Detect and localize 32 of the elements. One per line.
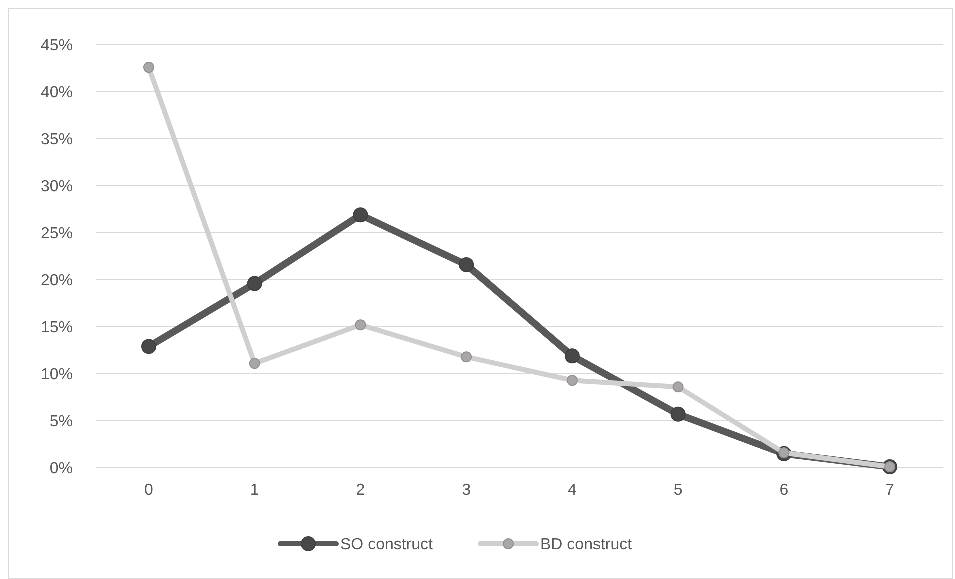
y-tick-label: 20% (40, 272, 73, 290)
y-tick-label: 30% (40, 178, 73, 196)
point (566, 375, 578, 386)
point (144, 62, 154, 74)
point (672, 382, 684, 393)
y-tick-label: 0% (50, 460, 73, 478)
y-tick-label: 5% (50, 414, 73, 431)
x-tick-label: 6 (780, 482, 789, 499)
y-tick-label: 35% (40, 132, 73, 149)
y-tick-label: 15% (40, 320, 73, 337)
x-tick-label: 0 (144, 482, 154, 499)
legend-label: BD construct (540, 536, 633, 554)
x-tick-label: 2 (356, 482, 366, 499)
x-tick-label: 3 (462, 482, 472, 499)
x-tick-label: 1 (250, 482, 260, 499)
point (670, 406, 686, 422)
y-tick-label: 40% (40, 84, 73, 102)
y-tick-label: 45% (40, 38, 73, 55)
point (355, 320, 366, 331)
point (142, 339, 156, 354)
legend-label: SO construct (340, 536, 434, 554)
point (459, 257, 474, 272)
point (353, 208, 368, 223)
x-tick-label: 4 (568, 482, 577, 499)
x-tick-label: 7 (886, 482, 895, 499)
point (249, 358, 260, 370)
y-tick-label: 10% (40, 366, 73, 384)
x-tick-label: 5 (674, 482, 683, 499)
point (247, 276, 262, 292)
point (461, 352, 472, 363)
point (564, 348, 580, 364)
y-tick-label: 25% (40, 226, 73, 243)
